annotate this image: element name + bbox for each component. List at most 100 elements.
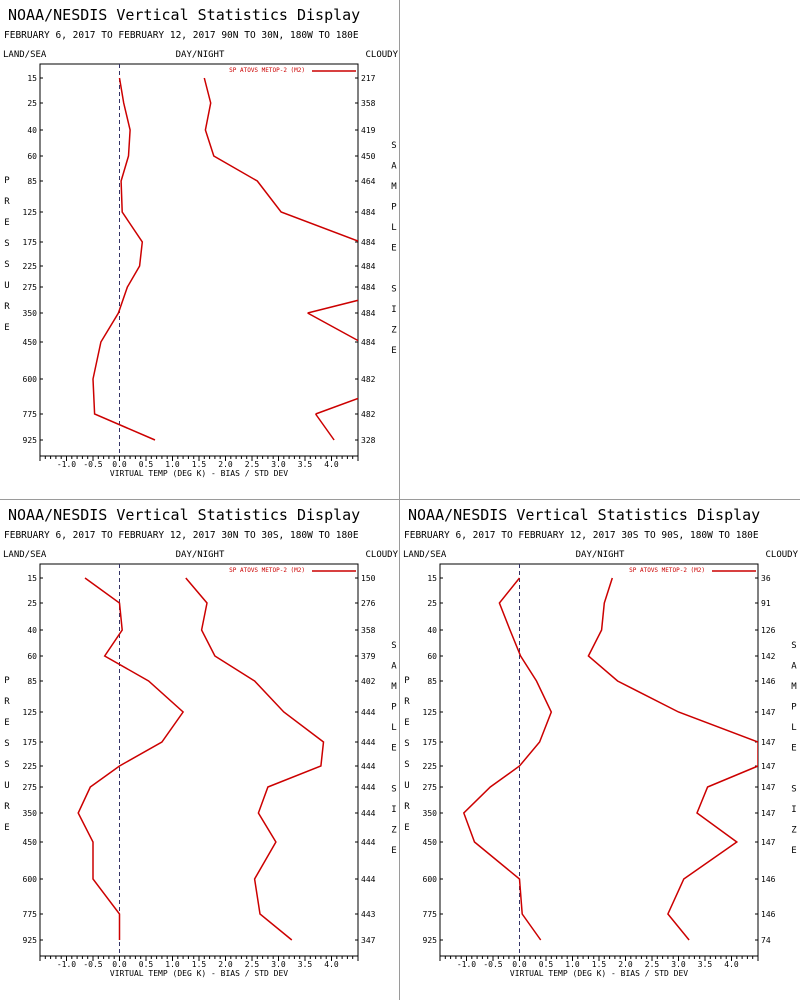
pressure-axis-letter: R bbox=[4, 802, 10, 812]
sample-size-label: 484 bbox=[361, 309, 376, 318]
chart-svg: NOAA/NESDIS Vertical Statistics Display F… bbox=[403, 506, 799, 978]
pressure-tick-label: 15 bbox=[427, 574, 437, 583]
x-tick-label: -1.0 bbox=[57, 460, 76, 469]
pressure-tick-label: 60 bbox=[27, 152, 37, 161]
x-axis-label: VIRTUAL TEMP (DEG K) - BIAS / STD DEV bbox=[110, 969, 288, 978]
x-tick-label: 2.5 bbox=[645, 960, 660, 969]
pressure-tick-label: 350 bbox=[23, 309, 38, 318]
pressure-tick-label: 85 bbox=[27, 177, 37, 186]
sample-size-label: 444 bbox=[361, 783, 376, 792]
sample-size-label: 419 bbox=[361, 126, 376, 135]
sample-size-label: 146 bbox=[761, 910, 776, 919]
sample-size-label: 142 bbox=[761, 652, 776, 661]
x-tick-label: 3.5 bbox=[298, 960, 313, 969]
pressure-axis-letter: E bbox=[4, 323, 9, 333]
pressure-tick-label: 450 bbox=[423, 838, 438, 847]
pressure-axis-letter: E bbox=[404, 718, 409, 728]
sample-axis-letter: L bbox=[391, 223, 396, 233]
pressure-axis-letter: P bbox=[4, 176, 10, 186]
sample-axis-letter: I bbox=[391, 805, 396, 815]
sample-axis-letter: S bbox=[791, 785, 796, 795]
pressure-axis-letter: E bbox=[4, 218, 9, 228]
pressure-tick-label: 60 bbox=[427, 652, 437, 661]
sample-size-label: 484 bbox=[361, 208, 376, 217]
pressure-tick-label: 925 bbox=[23, 936, 38, 945]
sample-axis-letter: M bbox=[391, 682, 397, 692]
legend-label: SP ATOVS METOP-2 (M2) bbox=[629, 567, 705, 574]
sample-axis-letter: I bbox=[791, 805, 796, 815]
pressure-tick-label: 40 bbox=[27, 126, 37, 135]
sample-size-label: 444 bbox=[361, 762, 376, 771]
pressure-axis-letter: R bbox=[404, 802, 410, 812]
pressure-axis-letter: E bbox=[4, 823, 9, 833]
sample-axis-letter: L bbox=[791, 723, 796, 733]
pressure-tick-label: 25 bbox=[427, 599, 437, 608]
sample-size-label: 147 bbox=[761, 838, 776, 847]
pressure-axis-letter: P bbox=[404, 676, 410, 686]
chart-subtitle: FEBRUARY 6, 2017 TO FEBRUARY 12, 2017 30… bbox=[404, 530, 759, 541]
sample-axis-letter: Z bbox=[391, 826, 397, 836]
x-tick-label: 1.5 bbox=[192, 460, 207, 469]
sample-size-label: 482 bbox=[361, 410, 376, 419]
sample-size-label: 347 bbox=[361, 936, 376, 945]
sample-size-label: 484 bbox=[361, 262, 376, 271]
std-dev-series-line bbox=[314, 413, 335, 441]
sample-axis-letter: I bbox=[391, 305, 396, 315]
sample-size-label: 147 bbox=[761, 738, 776, 747]
pressure-axis-letter: P bbox=[4, 676, 10, 686]
sample-size-label: 146 bbox=[761, 677, 776, 686]
x-tick-label: 1.0 bbox=[165, 460, 180, 469]
sample-size-label: 464 bbox=[361, 177, 376, 186]
pressure-axis-letter: S bbox=[4, 239, 9, 249]
pressure-tick-label: 275 bbox=[23, 283, 38, 292]
pressure-tick-label: 925 bbox=[23, 436, 38, 445]
bias-series-line bbox=[92, 77, 156, 441]
sample-axis-letter: M bbox=[791, 682, 797, 692]
sample-size-label: 146 bbox=[761, 875, 776, 884]
pressure-tick-label: 175 bbox=[423, 738, 438, 747]
x-tick-label: 0.0 bbox=[112, 460, 127, 469]
x-axis-label: VIRTUAL TEMP (DEG K) - BIAS / STD DEV bbox=[110, 469, 288, 478]
cloudy-label: CLOUDY bbox=[365, 50, 398, 60]
sample-size-label: 36 bbox=[761, 574, 771, 583]
pressure-tick-label: 40 bbox=[427, 626, 437, 635]
pressure-tick-label: 775 bbox=[423, 910, 438, 919]
bias-series-line bbox=[462, 577, 553, 941]
sample-size-label: 443 bbox=[361, 910, 376, 919]
pressure-tick-label: 85 bbox=[27, 677, 37, 686]
x-tick-label: 2.5 bbox=[245, 460, 260, 469]
sample-size-label: 444 bbox=[361, 708, 376, 717]
sample-size-label: 444 bbox=[361, 875, 376, 884]
sample-size-label: 147 bbox=[761, 762, 776, 771]
sample-axis-letter: P bbox=[391, 203, 397, 213]
pressure-tick-label: 60 bbox=[27, 652, 37, 661]
pressure-tick-label: 775 bbox=[23, 910, 38, 919]
x-tick-label: -0.5 bbox=[483, 960, 502, 969]
sample-axis-letter: Z bbox=[391, 326, 397, 336]
legend-label: SP ATOVS METOP-2 (M2) bbox=[229, 67, 305, 74]
pressure-axis-letter: U bbox=[4, 781, 9, 791]
pressure-axis-letter: E bbox=[404, 823, 409, 833]
sample-axis-letter: S bbox=[391, 285, 396, 295]
sample-size-label: 147 bbox=[761, 809, 776, 818]
pressure-tick-label: 450 bbox=[23, 838, 38, 847]
sample-size-label: 91 bbox=[761, 599, 771, 608]
x-tick-label: 2.0 bbox=[618, 960, 633, 969]
sample-size-label: 217 bbox=[361, 74, 376, 83]
sample-axis-letter: S bbox=[391, 141, 396, 151]
sample-axis-letter: Z bbox=[791, 826, 797, 836]
x-tick-label: 3.5 bbox=[298, 460, 313, 469]
x-tick-label: 1.5 bbox=[592, 960, 607, 969]
pressure-tick-label: 225 bbox=[423, 762, 438, 771]
chart-svg: NOAA/NESDIS Vertical Statistics Display F… bbox=[3, 6, 399, 478]
sample-axis-letter: E bbox=[391, 346, 396, 356]
std-dev-series-line bbox=[307, 299, 358, 314]
pressure-tick-label: 350 bbox=[23, 809, 38, 818]
land-sea-label: LAND/SEA bbox=[3, 550, 47, 560]
pressure-tick-label: 125 bbox=[423, 708, 438, 717]
sample-axis-letter: P bbox=[391, 703, 397, 713]
plot-frame bbox=[439, 563, 759, 957]
sample-axis-letter: P bbox=[791, 703, 797, 713]
x-tick-label: 1.0 bbox=[165, 960, 180, 969]
x-tick-label: -0.5 bbox=[83, 460, 102, 469]
